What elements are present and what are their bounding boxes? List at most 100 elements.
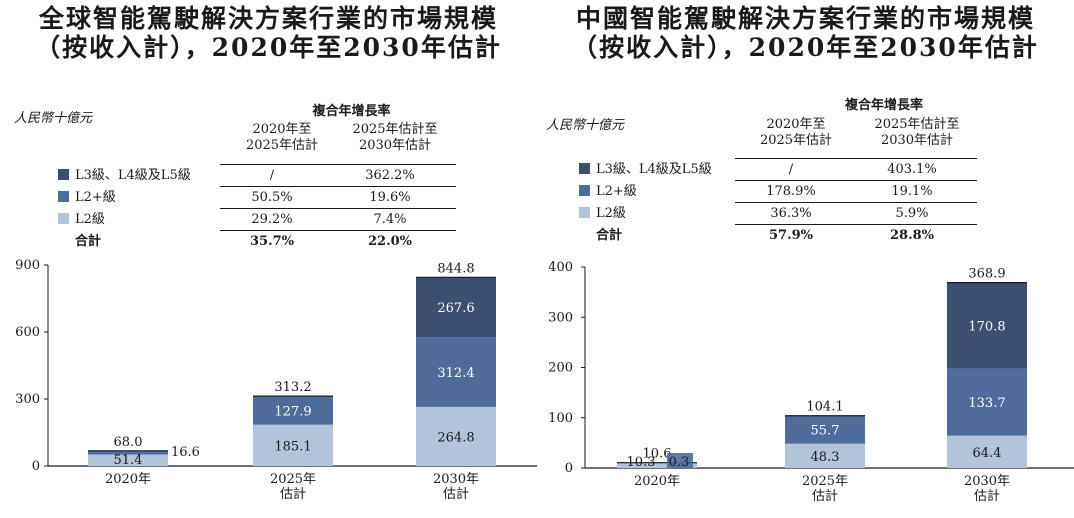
bar-total-label: 68.0	[114, 435, 143, 450]
bar-value-label: 185.1	[274, 439, 311, 454]
bar-segment	[617, 462, 697, 468]
cagr-value: /	[220, 164, 324, 187]
bar-value-label: 127.9	[274, 404, 311, 419]
cagr-value: 5.9%	[847, 202, 977, 225]
cagr-row-l2plus: L2+級 50.5% 19.6%	[58, 186, 456, 209]
cagr-row-l2: L2級 29.2% 7.4%	[58, 208, 456, 231]
cagr-table: L3級、L4級及L5級 / 403.1% L2+級 178.9% 19.1% L…	[579, 158, 977, 246]
bar-value-label: 267.6	[437, 301, 474, 316]
bar-segment	[253, 396, 333, 425]
bar-value-label: 0.3	[669, 455, 690, 470]
legend-label-l2plus: L2+級	[596, 184, 637, 199]
y-tick-label: 300	[548, 310, 573, 325]
bar-value-label: 16.6	[171, 445, 200, 460]
bar-segment	[947, 435, 1027, 468]
cagr-value: 19.6%	[324, 186, 456, 209]
cagr-value: 28.8%	[889, 228, 934, 243]
bar-segment	[88, 454, 168, 466]
cagr-row-total: 合計 35.7% 22.0%	[58, 231, 456, 253]
cagr-row-l2plus: L2+級 178.9% 19.1%	[579, 180, 977, 203]
title-line-2: （按收入計），2020年至2030年估計	[35, 33, 502, 62]
cagr-col-header-1: 2020年至 2025年估計	[245, 122, 319, 153]
bar-segment	[416, 337, 496, 407]
cagr-value: 57.9%	[768, 228, 813, 243]
y-tick-label: 900	[15, 258, 40, 273]
x-tick-label: 2020年	[634, 474, 680, 489]
bar-segment	[947, 368, 1027, 436]
cagr-row-l2: L2級 36.3% 5.9%	[579, 202, 977, 225]
x-tick-label: 2025年	[270, 472, 316, 487]
legend-label-l3: L3級、L4級及L5級	[75, 168, 191, 183]
global-market-panel: 全球智能駕駛解決方案行業的市場規模 （按收入計），2020年至2030年估計 人…	[0, 4, 537, 502]
global-stacked-bar-chart: 0 300 600 900 68.0 2020年 313.2 2025年估計 844.8 2030…	[15, 258, 537, 502]
legend-swatch-l2	[579, 207, 590, 218]
legend-swatch-l3	[58, 169, 69, 180]
legend-label-l2: L2級	[75, 212, 105, 227]
cagr-value: 19.1%	[847, 180, 977, 203]
chart-title: 中國智能駕駛解決方案行業的市場規模 （按收入計），2020年至2030年估計	[537, 4, 1074, 62]
cagr-value: 7.4%	[324, 208, 456, 231]
y-tick-label: 300	[15, 392, 40, 407]
bar-segment	[785, 443, 865, 468]
cagr-row-total: 合計 57.9% 28.8%	[579, 225, 977, 247]
bar-segment	[416, 277, 496, 338]
x-tick-label: 估計	[443, 486, 469, 502]
bar-value-label: 133.7	[968, 396, 1005, 411]
cagr-row-l3: L3級、L4級及L5級 / 362.2%	[58, 164, 456, 187]
bar-value-label: 170.8	[968, 320, 1005, 335]
bar-segment	[88, 450, 168, 455]
cagr-title: 複合年增長率	[312, 104, 391, 119]
bar-total-label: 10.6	[643, 447, 672, 462]
legend-swatch-l2plus	[58, 191, 69, 202]
cagr-value: 50.5%	[220, 186, 324, 209]
cagr-title: 複合年增長率	[844, 98, 923, 113]
y-tick-label: 100	[548, 411, 573, 426]
x-tick-label: 2030年	[964, 474, 1010, 489]
cagr-table: L3級、L4級及L5級 / 362.2% L2+級 50.5% 19.6% L2…	[58, 164, 456, 252]
x-tick-label: 估計	[812, 488, 838, 504]
y-tick-label: 600	[15, 325, 40, 340]
unit-label: 人民幣十億元	[546, 118, 625, 133]
bar-total-label: 844.8	[437, 261, 474, 276]
bar-value-label: 312.4	[437, 366, 474, 381]
y-tick-label: 200	[548, 361, 573, 376]
legend-swatch-l2plus	[579, 185, 590, 196]
unit-label: 人民幣十億元	[14, 111, 93, 126]
total-label: 合計	[75, 233, 102, 249]
cagr-value: 35.7%	[249, 234, 294, 249]
x-tick-label: 2030年	[433, 472, 479, 487]
cagr-col-header-2: 2025年估計至 2030年估計	[874, 117, 960, 148]
legend-swatch-l3	[579, 163, 590, 174]
bar-segment	[253, 424, 333, 466]
bar-total-label: 368.9	[968, 267, 1005, 282]
bar-segment	[416, 406, 496, 466]
cagr-row-l3: L3級、L4級及L5級 / 403.1%	[579, 158, 977, 181]
x-tick-label: 2025年	[802, 474, 848, 489]
y-tick-label: 0	[565, 461, 573, 476]
bar-value-label: 64.4	[973, 446, 1002, 461]
bar-total-label: 313.2	[274, 380, 311, 395]
title-line-2: （按收入計），2020年至2030年估計	[572, 33, 1039, 62]
cagr-value: 403.1%	[847, 158, 977, 181]
cagr-value: 36.3%	[735, 202, 847, 225]
x-tick-label: 2020年	[105, 472, 151, 487]
china-stacked-bar-chart: 0 100 200 300 400 10.6 2020年 104.1 2025年估計 368.9 2…	[548, 260, 1074, 504]
bar-value-label: 55.7	[811, 424, 840, 439]
bar-total-label: 104.1	[806, 400, 843, 415]
cagr-col-header-2: 2025年估計至 2030年估計	[352, 122, 438, 153]
bar-value-label: 51.4	[114, 453, 143, 468]
cagr-value: 22.0%	[367, 234, 412, 249]
bar-segment-highlight	[667, 453, 693, 468]
bar-value-label: 10.3	[627, 455, 656, 470]
legend-label-l2: L2級	[596, 206, 626, 221]
y-tick-label: 400	[548, 260, 573, 275]
x-tick-label: 估計	[974, 488, 1000, 504]
bar-value-label: 48.3	[811, 450, 840, 465]
chart-title: 全球智能駕駛解決方案行業的市場規模 （按收入計），2020年至2030年估計	[0, 4, 537, 62]
total-label: 合計	[596, 227, 623, 243]
title-line-1: 中國智能駕駛解決方案行業的市場規模	[575, 4, 1035, 33]
x-tick-label: 估計	[280, 486, 306, 502]
legend-swatch-l2	[58, 213, 69, 224]
bar-value-label: 264.8	[437, 430, 474, 445]
bar-segment	[785, 415, 865, 444]
